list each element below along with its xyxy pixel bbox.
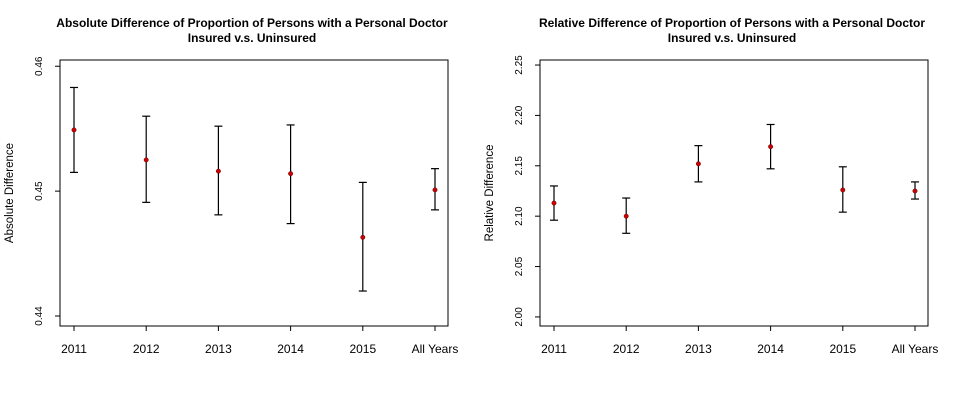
y-tick-label: 2.20 [514,105,525,125]
data-point [432,187,438,193]
absolute-difference-chart: Absolute Difference of Proportion of Per… [4,16,458,356]
plot-frame [539,59,929,327]
x-tick-label: 2014 [757,342,784,356]
x-tick-label: 2015 [349,342,376,356]
chart-subtitle: Insured v.s. Uninsured [668,31,796,45]
y-tick-label: 0.46 [34,56,45,76]
x-tick-label: 2014 [277,342,304,356]
plot-frame [59,59,449,327]
relative-difference-chart: Relative Difference of Proportion of Per… [484,16,938,356]
x-tick-label: All Years [892,342,939,356]
chart-title: Absolute Difference of Proportion of Per… [56,16,448,30]
y-axis-label: Absolute Difference [4,143,16,243]
y-tick-label: 2.00 [514,307,525,327]
x-tick-label: 2011 [61,342,87,356]
x-tick-label: 2015 [829,342,856,356]
data-point [623,213,629,219]
data-point [215,168,221,174]
x-tick-label: 2012 [133,342,160,356]
x-tick-label: 2012 [613,342,640,356]
y-tick-label: 2.10 [514,206,525,226]
chart-title: Relative Difference of Proportion of Per… [539,16,925,30]
data-point [840,187,846,193]
x-tick-label: All Years [412,342,459,356]
data-point [288,171,294,177]
data-point [360,234,366,240]
chart-marks: 2.00 2.05 2.10 2.15 2.20 2.25 2011 2012 2013 2014… [514,55,938,356]
y-tick-label: 0.45 [34,181,45,201]
data-point [143,157,149,163]
data-point [912,188,918,194]
y-tick-label: 0.44 [34,306,45,326]
x-tick-label: 2013 [685,342,712,356]
y-tick-label: 2.25 [514,55,525,75]
y-tick-label: 2.05 [514,256,525,276]
data-point [71,127,77,133]
data-point [768,144,774,150]
chart-marks: 0.44 0.45 0.46 2011 2012 2013 2014 2015 All Year… [34,56,458,356]
data-point [695,161,701,167]
chart-subtitle: Insured v.s. Uninsured [188,31,316,45]
y-tick-label: 2.15 [514,156,525,176]
y-axis-label: Relative Difference [484,145,496,242]
x-tick-label: 2013 [205,342,232,356]
data-point [551,200,557,206]
x-tick-label: 2011 [541,342,567,356]
